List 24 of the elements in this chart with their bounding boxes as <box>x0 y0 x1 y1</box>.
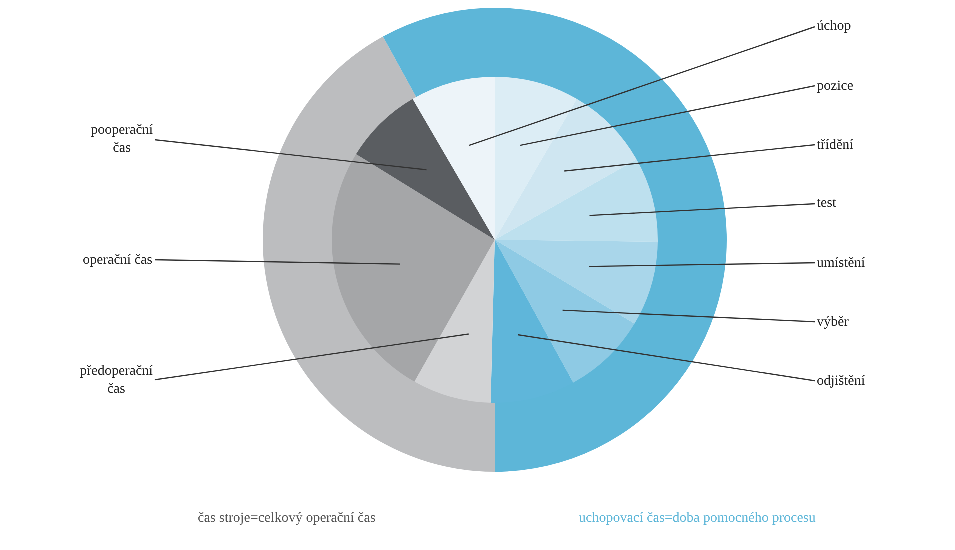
pie-slice <box>490 240 574 403</box>
slice-label: čas stroje=celkový operační čas <box>198 511 376 526</box>
slice-label: pozice <box>817 79 854 94</box>
slice-label: operační čas <box>83 253 153 268</box>
pie-slice <box>495 240 635 383</box>
pie-slice <box>495 160 658 242</box>
slice-label: výběr <box>817 315 850 330</box>
slice-label: pooperační čas <box>91 123 154 156</box>
slice-label: test <box>817 196 837 211</box>
pie-slice <box>412 77 495 240</box>
slice-label: třídění <box>817 138 854 153</box>
donut-slice <box>383 8 727 472</box>
pie-slice <box>414 240 495 403</box>
pie-slice <box>495 77 578 240</box>
slice-label: uchopovací čas=doba pomocného procesu <box>579 511 816 526</box>
slice-label: předoperační čas <box>80 364 154 398</box>
pie-slice <box>495 240 658 324</box>
slice-label: odjištění <box>817 374 866 389</box>
donut-slice <box>263 36 495 472</box>
pie-slice <box>495 99 637 240</box>
slice-label: umístění <box>817 256 866 271</box>
pie-slice <box>356 99 495 240</box>
pie-slice <box>332 154 495 382</box>
slice-label: úchop <box>817 19 852 34</box>
